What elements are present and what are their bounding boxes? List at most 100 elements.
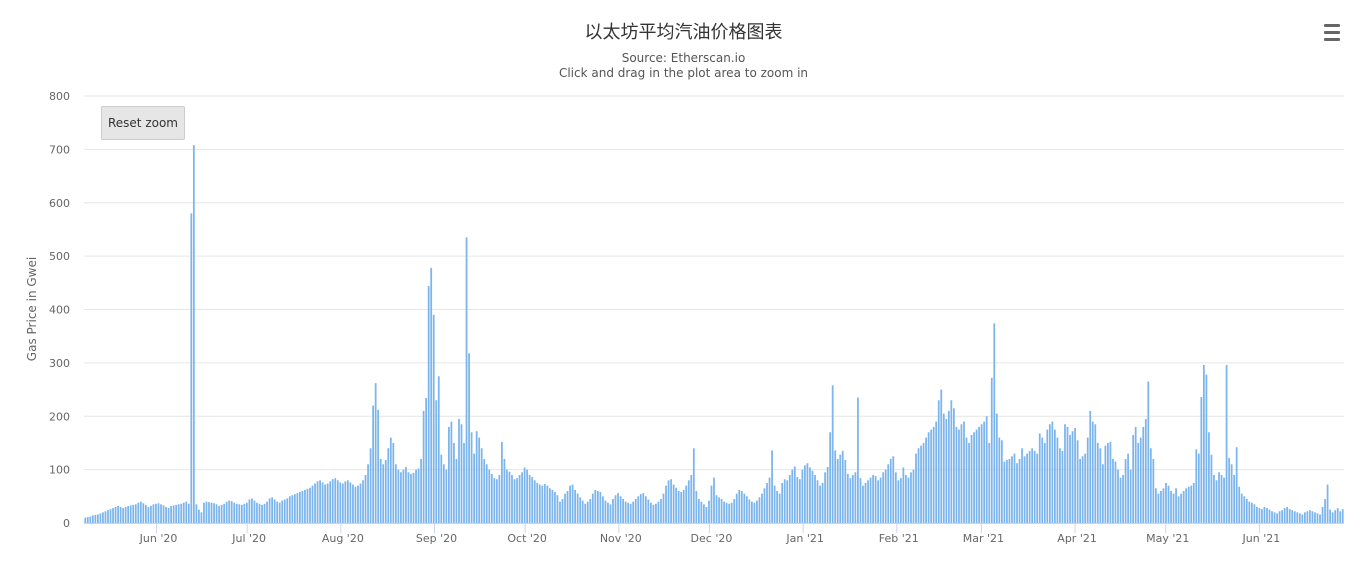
bar[interactable] xyxy=(364,474,367,523)
bar[interactable] xyxy=(745,496,748,523)
bar[interactable] xyxy=(778,493,781,523)
bar[interactable] xyxy=(208,502,210,523)
bar[interactable] xyxy=(915,453,917,523)
bar[interactable] xyxy=(559,501,561,523)
bar[interactable] xyxy=(1268,509,1271,523)
bar[interactable] xyxy=(935,421,938,523)
bar[interactable] xyxy=(99,513,102,523)
bar[interactable] xyxy=(470,432,473,523)
bar[interactable] xyxy=(955,426,958,523)
bar[interactable] xyxy=(548,488,551,523)
bar[interactable] xyxy=(1182,490,1185,523)
bar[interactable] xyxy=(627,502,630,523)
bar[interactable] xyxy=(1225,365,1228,523)
bar[interactable] xyxy=(713,477,715,523)
bar[interactable] xyxy=(1016,463,1018,523)
bar[interactable] xyxy=(198,509,200,523)
bar[interactable] xyxy=(887,464,890,523)
bar[interactable] xyxy=(1170,490,1172,523)
bar[interactable] xyxy=(228,500,231,523)
bar[interactable] xyxy=(925,437,927,523)
bar[interactable] xyxy=(278,502,281,523)
bar[interactable] xyxy=(331,479,334,523)
bar[interactable] xyxy=(1096,442,1099,523)
bar[interactable] xyxy=(1248,501,1251,523)
bar[interactable] xyxy=(720,498,723,523)
bar[interactable] xyxy=(740,490,743,523)
bar[interactable] xyxy=(902,467,905,523)
bar[interactable] xyxy=(665,485,667,523)
bar[interactable] xyxy=(715,495,718,523)
bar[interactable] xyxy=(296,493,299,523)
bar[interactable] xyxy=(695,490,698,523)
bar[interactable] xyxy=(1250,502,1253,523)
bar[interactable] xyxy=(248,499,251,523)
bar[interactable] xyxy=(1238,486,1241,523)
bar[interactable] xyxy=(127,505,130,523)
bar[interactable] xyxy=(139,501,142,523)
bar[interactable] xyxy=(271,497,273,523)
bar[interactable] xyxy=(1162,488,1165,523)
bar[interactable] xyxy=(1210,454,1213,523)
bar[interactable] xyxy=(384,460,387,523)
bar[interactable] xyxy=(293,494,296,523)
bar[interactable] xyxy=(836,458,839,523)
bar[interactable] xyxy=(425,398,428,523)
bar[interactable] xyxy=(710,485,713,523)
bar[interactable] xyxy=(622,498,624,523)
bar[interactable] xyxy=(672,484,675,523)
bar[interactable] xyxy=(369,448,372,523)
bar[interactable] xyxy=(102,512,104,523)
bar[interactable] xyxy=(884,469,887,524)
bar[interactable] xyxy=(660,498,662,523)
bar[interactable] xyxy=(243,503,246,523)
bar[interactable] xyxy=(352,484,354,523)
bar[interactable] xyxy=(543,484,546,523)
bar[interactable] xyxy=(503,458,506,523)
bar[interactable] xyxy=(468,353,470,523)
bar[interactable] xyxy=(940,389,943,523)
bar[interactable] xyxy=(458,418,460,523)
bar[interactable] xyxy=(1069,434,1071,523)
bar[interactable] xyxy=(218,505,220,523)
bar[interactable] xyxy=(576,493,579,523)
bar[interactable] xyxy=(1266,508,1268,523)
bar[interactable] xyxy=(814,474,816,523)
bar[interactable] xyxy=(1256,506,1258,523)
bar[interactable] xyxy=(104,511,107,523)
bar[interactable] xyxy=(480,448,483,523)
bar[interactable] xyxy=(155,503,157,523)
bar[interactable] xyxy=(786,480,789,523)
bar[interactable] xyxy=(1309,510,1311,523)
bar[interactable] xyxy=(1038,433,1041,523)
bar[interactable] xyxy=(91,515,94,523)
bar[interactable] xyxy=(1195,449,1198,523)
bar[interactable] xyxy=(920,445,922,523)
bar[interactable] xyxy=(495,479,498,523)
bar[interactable] xyxy=(798,479,801,523)
bar[interactable] xyxy=(1142,426,1145,523)
bar[interactable] xyxy=(649,502,652,523)
bar[interactable] xyxy=(947,410,950,523)
bar[interactable] xyxy=(554,492,556,523)
bar[interactable] xyxy=(644,496,647,523)
bar[interactable] xyxy=(922,442,925,523)
bar[interactable] xyxy=(806,463,809,523)
bar[interactable] xyxy=(420,458,422,523)
bar[interactable] xyxy=(1324,498,1326,523)
bar[interactable] xyxy=(167,508,170,523)
bar[interactable] xyxy=(1172,493,1175,523)
bar[interactable] xyxy=(1233,474,1236,523)
bar[interactable] xyxy=(354,486,357,523)
bar[interactable] xyxy=(851,474,854,523)
bar[interactable] xyxy=(233,502,236,523)
bar[interactable] xyxy=(988,442,991,523)
bar[interactable] xyxy=(1180,493,1183,523)
bar[interactable] xyxy=(180,503,183,523)
bar[interactable] xyxy=(483,458,486,523)
bar[interactable] xyxy=(276,501,279,523)
bar[interactable] xyxy=(1301,514,1304,523)
bar[interactable] xyxy=(1271,511,1273,523)
bar[interactable] xyxy=(253,500,256,523)
bar[interactable] xyxy=(738,489,741,523)
